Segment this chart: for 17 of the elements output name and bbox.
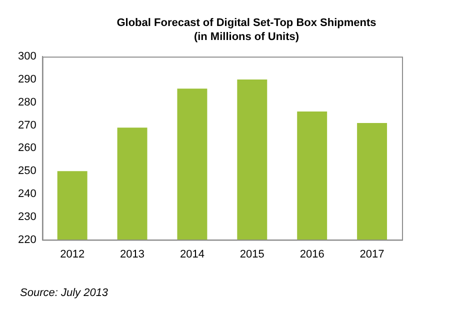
x-tick-label: 2015: [240, 248, 264, 260]
x-tick-label: 2016: [300, 248, 324, 260]
y-tick-label: 230: [18, 210, 36, 223]
source-note: Source: July 2013: [20, 287, 110, 299]
y-tick-label: 240: [18, 188, 36, 200]
chart-title: Global Forecast of Digital Set-Top Box Shipments (in Millions of Units): [116, 16, 378, 44]
x-tick-label: 2017: [360, 248, 384, 260]
y-tick-label: 260: [18, 142, 36, 154]
y-tick-label: 280: [18, 96, 36, 108]
y-tick-label: 270: [18, 119, 36, 132]
y-tick-label: 290: [18, 74, 36, 86]
x-tick-label: 2012: [60, 248, 85, 260]
y-tick-label: 300: [18, 50, 36, 63]
x-tick-label: 2013: [120, 248, 145, 260]
y-tick-label: 220: [18, 234, 36, 246]
y-tick-label: 250: [18, 165, 36, 178]
x-tick-label: 2014: [180, 248, 204, 260]
